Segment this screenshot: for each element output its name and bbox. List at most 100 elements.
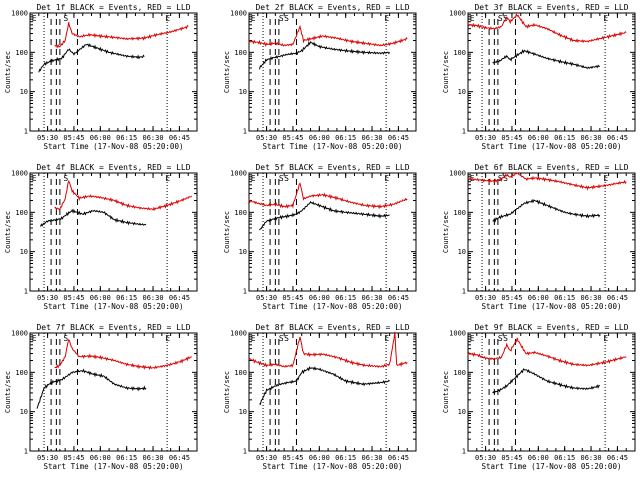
panel-title: Det 5f BLACK = Events, RED = LLD [255, 163, 409, 172]
y-tick-label: 1 [462, 128, 466, 136]
y-tick-label: 1000 [230, 330, 247, 338]
y-tick-label: 100 [453, 49, 466, 57]
lld-series-line [248, 24, 408, 47]
y-tick-label: 1 [24, 288, 28, 296]
y-axis-label: Counts/sec [442, 211, 450, 253]
plot-frame [248, 172, 417, 292]
y-tick-label: 1 [462, 448, 466, 456]
y-tick-label: 10 [239, 88, 247, 96]
y-axis-label: Counts/sec [4, 51, 12, 93]
x-axis-label: Start Time (17-Nov-08 05:20:00) [263, 462, 403, 471]
x-tick-label: 06:00 [90, 454, 111, 462]
x-tick-label: 05:30 [256, 454, 277, 462]
y-axis-label: Counts/sec [223, 51, 231, 93]
panel-title: Det 6f BLACK = Events, RED = LLD [474, 163, 628, 172]
events-series-line [259, 366, 390, 406]
x-tick-label: 06:45 [169, 294, 190, 302]
x-tick-label: 06:00 [528, 454, 549, 462]
y-tick-label: 1 [462, 288, 466, 296]
event-marker-letter: S [63, 14, 68, 23]
y-axis-label: Counts/sec [4, 211, 12, 253]
x-tick-label: 05:30 [475, 454, 496, 462]
y-tick-label: 100 [234, 209, 247, 217]
panel-4: Det 4f BLACK = Events, RED = LLD 1 10 100 10… [4, 163, 198, 311]
events-series-line [259, 201, 390, 231]
x-tick-label: 06:15 [335, 454, 356, 462]
y-tick-label: 100 [15, 369, 28, 377]
event-marker-letter: E [603, 14, 608, 23]
event-marker-letter: E [603, 174, 608, 183]
panel-2: Det 2f BLACK = Events, RED = LLD 1 10 100 10… [223, 3, 417, 151]
lld-series-line [54, 338, 192, 371]
x-tick-label: 05:45 [282, 134, 303, 142]
plot-frame [467, 332, 636, 452]
panel-title: Det 7f BLACK = Events, RED = LLD [36, 323, 190, 332]
event-marker-letter: E [251, 174, 256, 183]
y-tick-label: 1 [24, 448, 28, 456]
event-marker-letter: S [503, 334, 508, 343]
plot-frame [248, 12, 417, 132]
x-tick-label: 06:45 [607, 134, 628, 142]
events-series-line [259, 41, 391, 70]
event-marker-letter: E [251, 334, 256, 343]
y-tick-label: 1 [24, 128, 28, 136]
event-marker-letter: S [498, 14, 503, 23]
panel-title: Det 8f BLACK = Events, RED = LLD [255, 323, 409, 332]
x-tick-label: 06:00 [90, 134, 111, 142]
x-tick-label: 06:30 [581, 134, 602, 142]
y-tick-label: 1 [243, 288, 247, 296]
panel-title: Det 9f BLACK = Events, RED = LLD [474, 323, 628, 332]
panel-title: Det 3f BLACK = Events, RED = LLD [474, 3, 628, 12]
y-tick-label: 10 [458, 88, 466, 96]
y-tick-label: 10 [20, 88, 28, 96]
event-marker-letter: E [32, 334, 37, 343]
x-axis-label: Start Time (17-Nov-08 05:20:00) [44, 142, 184, 151]
x-axis-label: Start Time (17-Nov-08 05:20:00) [44, 462, 184, 471]
x-tick-label: 06:15 [116, 454, 137, 462]
x-tick-label: 06:00 [528, 294, 549, 302]
panel-6: Det 6f BLACK = Events, RED = LLD 1 10 100 10… [442, 163, 636, 311]
panel-5: Det 5f BLACK = Events, RED = LLD 1 10 100 10… [223, 163, 417, 311]
event-marker-letter: S [63, 334, 68, 343]
event-marker-letter: E [470, 14, 475, 23]
plot-frame [467, 12, 636, 132]
x-tick-label: 06:15 [335, 134, 356, 142]
y-tick-label: 100 [453, 209, 466, 217]
x-tick-label: 06:15 [335, 294, 356, 302]
x-axis-label: Start Time (17-Nov-08 05:20:00) [482, 302, 622, 311]
x-tick-label: 05:30 [256, 294, 277, 302]
x-tick-label: 05:30 [256, 134, 277, 142]
panel-1: Det 1f BLACK = Events, RED = LLD 1 10 100 10… [4, 3, 198, 151]
y-tick-label: 1000 [11, 10, 28, 18]
x-tick-label: 05:30 [475, 294, 496, 302]
x-axis-label: Start Time (17-Nov-08 05:20:00) [44, 302, 184, 311]
event-marker-letter: E [165, 14, 170, 23]
y-tick-label: 1000 [11, 170, 28, 178]
y-tick-label: 10 [458, 248, 466, 256]
x-tick-label: 05:45 [501, 134, 522, 142]
x-tick-label: 05:45 [282, 294, 303, 302]
event-marker-letter: E [165, 334, 170, 343]
event-marker-letter: E [251, 14, 256, 23]
x-tick-label: 05:30 [37, 294, 58, 302]
y-tick-label: 10 [239, 408, 247, 416]
event-marker-letter: S [63, 174, 68, 183]
panel-title: Det 4f BLACK = Events, RED = LLD [36, 163, 190, 172]
x-tick-label: 06:00 [528, 134, 549, 142]
x-tick-label: 06:45 [607, 294, 628, 302]
y-tick-label: 1000 [230, 170, 247, 178]
plot-frame [29, 12, 198, 132]
x-tick-label: 06:15 [554, 134, 575, 142]
x-tick-label: 06:45 [607, 454, 628, 462]
y-tick-label: 1000 [230, 10, 247, 18]
x-tick-label: 06:15 [554, 294, 575, 302]
event-marker-letter: S [284, 174, 289, 183]
event-marker-letter: E [32, 174, 37, 183]
x-tick-label: 06:30 [581, 454, 602, 462]
y-axis-label: Counts/sec [442, 51, 450, 93]
plot-frame [467, 172, 636, 292]
x-tick-label: 05:45 [501, 454, 522, 462]
event-marker-letter: E [384, 174, 389, 183]
lld-series-line [248, 331, 408, 369]
event-marker-letter: S [279, 334, 284, 343]
